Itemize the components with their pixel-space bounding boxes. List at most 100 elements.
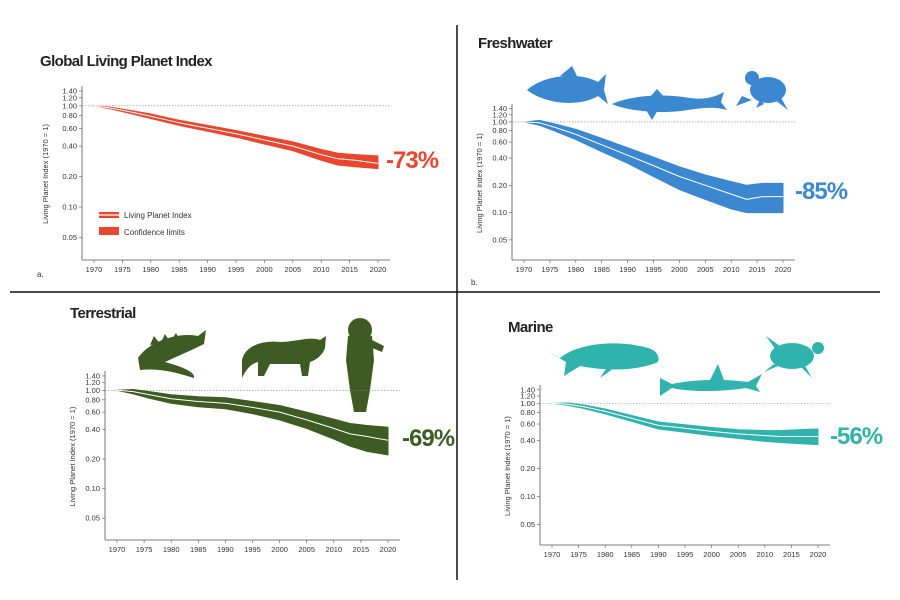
y-tick-label: 0.05 (492, 235, 507, 244)
x-tick-label: 2010 (313, 265, 330, 274)
index-line (116, 389, 389, 441)
y-tick-label: 1.00 (85, 386, 100, 395)
x-tick-label: 2005 (284, 265, 301, 274)
x-tick-label: 2010 (756, 550, 773, 559)
x-tick-label: 1995 (228, 265, 245, 274)
y-tick-label: 0.40 (520, 436, 535, 445)
x-tick-label: 2005 (697, 265, 714, 274)
x-tick-label: 1995 (677, 550, 694, 559)
panel-title: Global Living Planet Index (40, 53, 213, 70)
percent-change-label: -73% (386, 147, 439, 174)
iguana-icon (138, 330, 206, 378)
x-tick-label: 1970 (86, 265, 103, 274)
y-tick-label: 0.40 (62, 142, 77, 151)
percent-change-label: -69% (402, 425, 455, 452)
y-tick-label: 0.10 (492, 208, 507, 217)
panel-freshwater: Freshwater b. 0.050.100.200.400.600.801.… (471, 35, 849, 287)
y-tick-label: 0.10 (520, 492, 535, 501)
percent-change-label: -56% (830, 423, 883, 450)
y-tick-label: 0.20 (85, 455, 100, 464)
y-tick-label: 0.40 (85, 425, 100, 434)
x-tick-label: 1985 (623, 550, 640, 559)
y-axis-label: Living Planet Index (1970 = 1) (41, 124, 50, 224)
x-tick-label: 1970 (516, 265, 533, 274)
panel-global: Global Living Planet Index a. Living Pla… (37, 53, 440, 279)
legend-label-confidence: Confidence limits (124, 228, 185, 237)
y-tick-label: 0.40 (492, 154, 507, 163)
frog-icon (736, 71, 788, 110)
index-line (93, 105, 379, 164)
y-tick-label: 1.20 (62, 93, 77, 102)
y-tick-label: 1.20 (85, 378, 100, 387)
panel-marine: Marine 0.050.100.200.400.600.801.001.201… (503, 319, 884, 559)
confidence-band (551, 402, 819, 446)
index-line (551, 402, 818, 437)
x-tick-label: 2000 (271, 545, 288, 554)
y-tick-label: 0.20 (520, 464, 535, 473)
x-tick-label: 1990 (619, 265, 636, 274)
y-tick-label: 0.10 (85, 484, 100, 493)
x-tick-label: 2015 (341, 265, 358, 274)
x-tick-label: 1985 (171, 265, 188, 274)
y-tick-label: 1.00 (62, 101, 77, 110)
y-tick-label: 0.05 (85, 514, 100, 523)
panel-letter: b. (471, 278, 478, 287)
index-line (523, 121, 783, 200)
confidence-band (116, 389, 389, 456)
x-tick-label: 2000 (703, 550, 720, 559)
y-tick-label: 0.80 (520, 408, 535, 417)
y-tick-label: 0.05 (520, 520, 535, 529)
x-tick-label: 2015 (783, 550, 800, 559)
x-tick-label: 2015 (749, 265, 766, 274)
legend-label-index: Living Planet Index (124, 211, 192, 220)
x-tick-label: 2005 (298, 545, 315, 554)
y-tick-label: 1.40 (62, 87, 77, 96)
y-tick-label: 1.40 (520, 385, 535, 394)
legend-swatch-index-line (99, 212, 119, 218)
x-tick-label: 2010 (723, 265, 740, 274)
x-tick-label: 1990 (199, 265, 216, 274)
y-tick-label: 0.60 (85, 408, 100, 417)
x-tick-label: 1980 (567, 265, 584, 274)
x-tick-label: 1970 (109, 545, 126, 554)
x-tick-label: 2000 (256, 265, 273, 274)
panel-title: Freshwater (478, 35, 553, 52)
x-tick-label: 2010 (325, 545, 342, 554)
x-tick-label: 1990 (217, 545, 234, 554)
y-axis-label: Living Planet Index (1970 = 1) (475, 133, 484, 233)
percent-change-label: -85% (795, 178, 848, 205)
hammerhead-shark-icon (660, 364, 762, 396)
x-tick-label: 1970 (544, 550, 561, 559)
x-tick-label: 1985 (190, 545, 207, 554)
x-tick-label: 2015 (353, 545, 370, 554)
x-tick-label: 1985 (593, 265, 610, 274)
x-tick-label: 1980 (163, 545, 180, 554)
x-tick-label: 2005 (730, 550, 747, 559)
y-axis-label: Living Planet Index (1970 = 1) (68, 406, 77, 506)
salmon-icon (527, 66, 608, 104)
y-tick-label: 0.20 (62, 172, 77, 181)
y-tick-label: 1.20 (492, 110, 507, 119)
whale-icon (546, 343, 659, 378)
y-tick-label: 0.80 (85, 395, 100, 404)
panel-title: Terrestrial (70, 305, 136, 322)
y-tick-label: 0.60 (520, 420, 535, 429)
x-tick-label: 2020 (380, 545, 397, 554)
panel-letter: a. (37, 270, 44, 279)
x-tick-label: 1975 (542, 265, 559, 274)
y-tick-label: 0.05 (62, 233, 77, 242)
y-tick-label: 0.20 (492, 181, 507, 190)
y-tick-label: 1.00 (520, 399, 535, 408)
legend-swatch-confidence (99, 227, 119, 235)
panel-title: Marine (508, 319, 553, 336)
legend: Living Planet Index Confidence limits (99, 211, 192, 237)
confidence-band (93, 105, 379, 170)
y-tick-label: 1.00 (492, 117, 507, 126)
x-tick-label: 1975 (114, 265, 131, 274)
y-tick-label: 0.10 (62, 203, 77, 212)
x-tick-label: 2000 (671, 265, 688, 274)
x-tick-label: 2020 (370, 265, 387, 274)
y-tick-label: 0.80 (492, 126, 507, 135)
x-tick-label: 1980 (142, 265, 159, 274)
